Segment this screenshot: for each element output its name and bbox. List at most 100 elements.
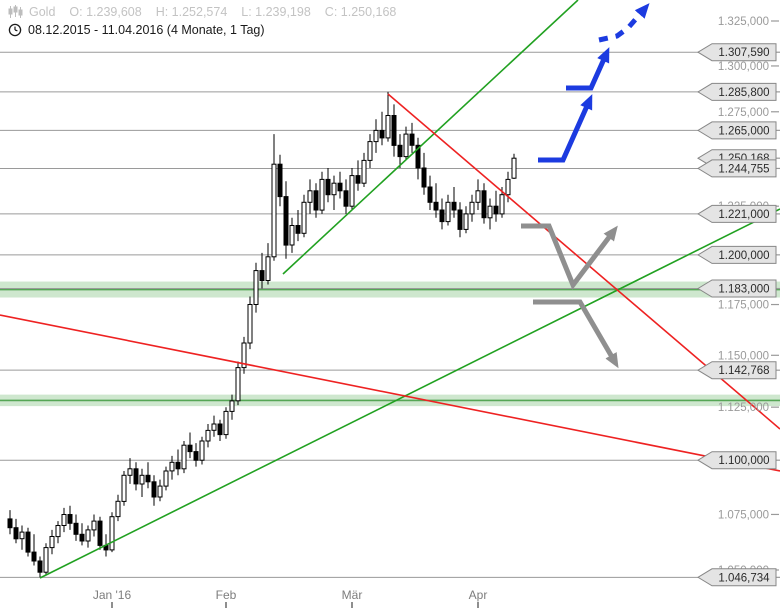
candle — [49, 529, 55, 555]
candle — [175, 449, 181, 476]
price-tag — [697, 82, 777, 101]
candle — [235, 361, 241, 406]
candle — [355, 160, 361, 191]
ohlc-close: C: 1.250,168 — [324, 5, 397, 19]
bearish-scenario-arrow-down[interactable] — [533, 299, 619, 369]
candle — [241, 336, 247, 374]
y-axis-tick-label: 1.125,000 — [718, 402, 769, 414]
candle — [325, 168, 331, 203]
candle — [415, 137, 421, 180]
candle — [271, 134, 277, 261]
candle — [115, 494, 121, 522]
ohlc-high: H: 1.252,574 — [155, 5, 228, 19]
candle — [439, 198, 445, 230]
candle — [139, 468, 145, 497]
price-tag — [697, 279, 777, 298]
candle — [397, 134, 403, 168]
y-axis-tick-label: 1.275,000 — [718, 107, 769, 119]
price-tag — [697, 121, 777, 140]
downtrend-line-flat[interactable] — [0, 314, 780, 472]
candle — [301, 194, 307, 238]
candle — [403, 126, 409, 161]
candle — [511, 153, 517, 179]
candle — [19, 525, 25, 550]
candle — [163, 466, 169, 491]
price-tag-label: 1.200,000 — [718, 250, 769, 262]
date-range-row: 08.12.2015 - 11.04.2016 (4 Monate, 1 Tag… — [8, 23, 265, 37]
clock-icon — [8, 23, 22, 37]
candle — [145, 462, 151, 489]
price-tag-label: 1.142,768 — [718, 365, 769, 377]
candle — [169, 455, 175, 480]
bullish-arrow-dashed[interactable] — [598, 3, 650, 43]
candle — [361, 152, 367, 187]
candle — [289, 217, 295, 253]
candle — [109, 512, 115, 553]
candle — [223, 407, 229, 439]
candle — [313, 183, 319, 218]
y-axis-tick-label: 1.175,000 — [718, 300, 769, 312]
candle — [193, 443, 199, 467]
candle — [463, 206, 469, 234]
candle — [97, 516, 103, 550]
candle — [451, 187, 457, 218]
candle — [337, 171, 343, 199]
candle — [133, 462, 139, 491]
candle — [373, 119, 379, 153]
candle — [265, 243, 271, 285]
candle — [283, 181, 289, 259]
candle — [73, 514, 79, 541]
candle — [409, 122, 415, 153]
uptrend-line-long[interactable] — [39, 208, 780, 579]
date-range-label: 08.12.2015 - 11.04.2016 (4 Monate, 1 Tag… — [28, 23, 265, 37]
price-tag-label: 1.244,755 — [718, 163, 769, 175]
bullish-arrow-1[interactable] — [538, 94, 593, 163]
candle — [121, 471, 127, 506]
bullish-arrow-2[interactable] — [566, 47, 610, 91]
candle — [457, 202, 463, 238]
uptrend-line-steep[interactable] — [282, 0, 579, 275]
candle — [367, 134, 373, 168]
price-tag — [697, 43, 777, 62]
price-tag-label: 1.307,590 — [718, 47, 769, 59]
candle — [445, 194, 451, 226]
price-tag — [697, 451, 777, 470]
x-axis-month-label: Feb — [216, 588, 237, 602]
candle — [391, 104, 397, 157]
ohlc-open: O: 1.239,608 — [69, 5, 142, 19]
price-tag — [697, 361, 777, 380]
instrument-header: Gold O: 1.239,608 H: 1.252,574 L: 1.239,… — [8, 5, 396, 19]
candle — [127, 458, 133, 484]
ohlc-low: L: 1.239,198 — [241, 5, 311, 19]
candle — [91, 514, 97, 537]
candle — [199, 436, 205, 465]
candle — [379, 111, 385, 146]
candle — [343, 179, 349, 214]
candle — [31, 534, 37, 566]
candle — [259, 252, 265, 289]
candle — [25, 527, 31, 557]
candle — [7, 510, 13, 535]
price-tag-label: 1.265,000 — [718, 125, 769, 137]
candle — [319, 171, 325, 214]
candlestick-icon — [8, 5, 23, 18]
candle — [433, 183, 439, 218]
price-tag — [697, 245, 777, 264]
candle — [157, 479, 163, 502]
candle — [427, 175, 433, 210]
candle — [487, 198, 493, 230]
candle — [331, 175, 337, 210]
candle — [295, 210, 301, 242]
candle — [187, 432, 193, 459]
price-tag — [697, 159, 777, 178]
bearish-scenario-arrow-up[interactable] — [521, 223, 618, 291]
candle — [205, 424, 211, 448]
candle — [55, 521, 61, 544]
x-axis-month-label: Jan '16 — [93, 588, 132, 602]
candle — [493, 190, 499, 222]
candle — [43, 543, 49, 575]
candle — [211, 415, 217, 437]
candle — [481, 183, 487, 224]
